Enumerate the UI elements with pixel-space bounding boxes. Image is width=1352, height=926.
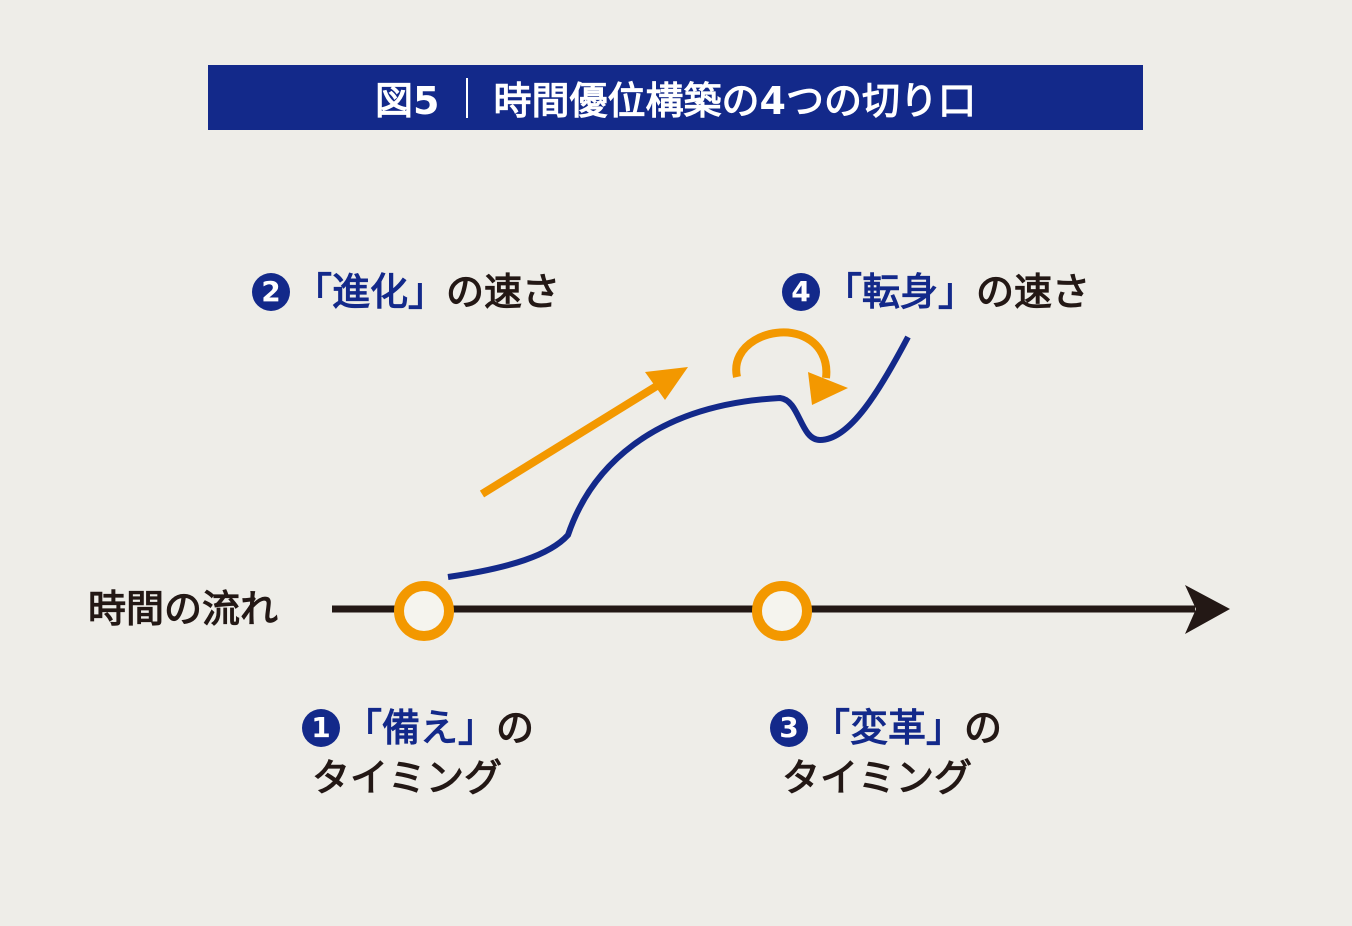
timing-marker-3 xyxy=(752,581,812,641)
number-badge: 1 xyxy=(302,708,340,747)
number-badge: 4 xyxy=(782,272,820,311)
figure-title-text: 時間優位構築の4つの切り口 xyxy=(493,79,976,123)
label-suffix: の速さ xyxy=(976,270,1091,314)
growth-curve xyxy=(447,335,911,580)
evolution-arrowhead xyxy=(645,367,688,400)
label-suffix: の速さ xyxy=(446,270,561,314)
time-axis-label: 時間の流れ xyxy=(88,587,279,631)
label-line2: タイミング xyxy=(312,756,503,800)
number-badge: 2 xyxy=(252,272,290,311)
title-divider xyxy=(465,77,468,118)
label-keyword: 「進化」 xyxy=(294,270,447,314)
number-badge: 3 xyxy=(770,708,808,747)
timing-marker-1 xyxy=(394,581,454,641)
label-keyword: 「転身」 xyxy=(824,270,977,314)
label-pivot-speed: 4 「転身」の速さ xyxy=(782,267,1090,317)
figure-number: 図5 xyxy=(375,79,440,123)
label-suffix: の xyxy=(496,706,535,750)
label-suffix: の xyxy=(964,706,1003,750)
time-axis-arrowhead xyxy=(1185,585,1230,634)
figure-title: 図5 時間優位構築の4つの切り口 xyxy=(208,65,1143,130)
label-keyword: 「変革」 xyxy=(812,706,965,750)
label-preparation-timing: 1 「備え」の タイミング xyxy=(302,703,534,803)
label-line2: タイミング xyxy=(782,756,973,800)
pivot-arrowhead xyxy=(808,372,848,405)
label-transformation-timing: 3 「変革」の タイミング xyxy=(770,703,1002,803)
label-evolution-speed: 2 「進化」の速さ xyxy=(252,267,560,317)
evolution-arrow-shaft xyxy=(479,380,663,498)
pivot-arrow-arc xyxy=(732,328,831,379)
label-keyword: 「備え」 xyxy=(344,706,497,750)
